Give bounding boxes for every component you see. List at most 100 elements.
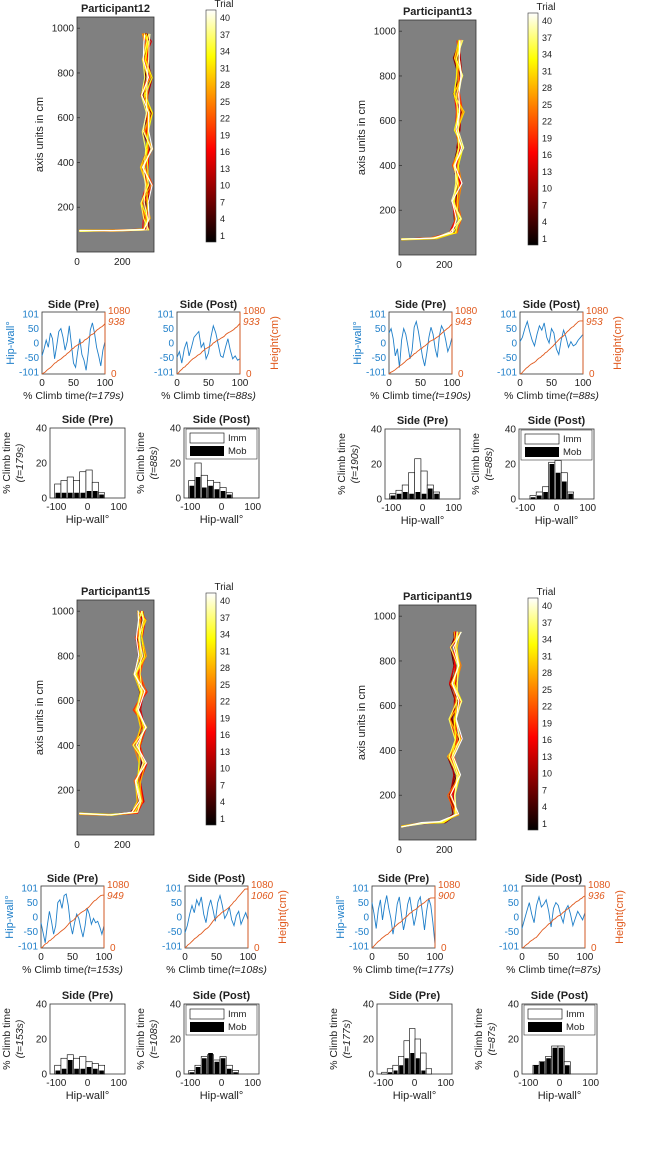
colorbar-tick-label: 10: [220, 764, 230, 774]
mob-bar: [399, 1065, 404, 1074]
y-tick-label: 40: [505, 425, 517, 436]
legend-mob-swatch: [525, 447, 559, 457]
hip-tick-label: -50: [505, 927, 520, 938]
hip-wall-line: [184, 893, 249, 933]
height-axis-label: Height(cm): [269, 316, 281, 370]
mob-bar: [558, 1047, 564, 1074]
colorbar-tick-label: 31: [220, 63, 230, 73]
colorbar-tick-label: 37: [220, 613, 230, 623]
mob-bar: [67, 1060, 73, 1074]
x-tick-label: 0: [74, 257, 80, 268]
mob-bar: [208, 1053, 213, 1074]
hist-x-axis-label: Hip-wall°: [401, 515, 445, 527]
mob-bar: [226, 494, 232, 498]
height-line: [41, 323, 106, 375]
hist-duration-label: (t=87s): [486, 1023, 498, 1056]
hip-wall-line: [176, 324, 241, 364]
mob-bar: [61, 492, 67, 498]
mob-bar: [92, 1068, 98, 1074]
hist-duration-label: (t=179s): [14, 444, 26, 483]
height-tick-zero: 0: [110, 943, 116, 954]
hip-tick-label: -50: [24, 927, 39, 938]
mob-bar: [539, 1061, 545, 1074]
y-tick-label: 20: [36, 459, 48, 470]
height-tick-zero: 0: [254, 943, 260, 954]
y-tick-label: 400: [57, 741, 74, 752]
final-height-label: 938: [108, 317, 125, 328]
hip-tick-label: 101: [500, 310, 517, 321]
x-tick-label: -100: [515, 503, 535, 514]
colorbar-tick-label: 7: [542, 200, 547, 210]
legend-imm-swatch: [524, 433, 560, 445]
mob-bar: [390, 495, 396, 499]
colorbar-tick-label: 13: [220, 164, 230, 174]
height-tick-max: 1080: [438, 880, 461, 891]
path-y-axis-label: axis units in cm: [356, 685, 368, 760]
climb-time-axis-label: % Climb time(t=88s): [161, 390, 256, 402]
x-tick-label: 0: [554, 503, 560, 514]
mob-bar: [410, 1053, 415, 1074]
climb-time-text: % Climb time: [23, 390, 85, 402]
hip-wall-line: [519, 319, 584, 357]
timeseries-title: Side (Pre): [47, 873, 99, 885]
timeseries-title: Side (Pre): [395, 299, 447, 311]
mob-bar: [86, 491, 92, 498]
x-tick-label: 100: [577, 952, 594, 963]
colorbar-title: Trial: [536, 587, 555, 598]
mob-bar: [92, 491, 98, 498]
x-tick-label: 50: [67, 952, 79, 963]
mob-bar: [208, 485, 213, 498]
height-tick-zero: 0: [589, 369, 595, 380]
hist-duration-label: (t=88s): [148, 447, 160, 480]
height-tick-zero: 0: [458, 369, 464, 380]
colorbar-tick-label: 40: [220, 13, 230, 23]
y-tick-label: 20: [170, 459, 182, 470]
height-tick-zero: 0: [591, 943, 597, 954]
legend-imm-swatch: [527, 1008, 563, 1020]
x-tick-label: 200: [114, 840, 131, 851]
y-tick-label: 1000: [374, 27, 397, 38]
duration-text: (t=190s): [432, 390, 471, 402]
hip-tick-label: 101: [165, 884, 182, 895]
mob-bar: [561, 481, 567, 499]
colorbar-tick-label: 22: [542, 117, 552, 127]
height-tick-zero: 0: [246, 369, 252, 380]
mob-bar: [220, 491, 226, 498]
height-axis-label: Height(cm): [612, 316, 624, 370]
mob-bar: [388, 1072, 392, 1074]
wall-background: [398, 604, 477, 841]
colorbar-tick-label: 22: [220, 114, 230, 124]
legend-imm-label: Imm: [228, 1009, 247, 1020]
hip-tick-label: 0: [363, 913, 369, 924]
legend-mob-label: Mob: [228, 1022, 246, 1033]
climb-time-text: % Climb time: [22, 964, 84, 976]
x-tick-label: 100: [444, 378, 461, 389]
x-tick-label: 50: [211, 952, 223, 963]
y-tick-label: 600: [379, 116, 396, 127]
hip-wall-axis-label: Hip-wall°: [4, 895, 16, 939]
mob-bar: [415, 492, 421, 499]
x-tick-label: 0: [219, 1078, 225, 1089]
colorbar-tick-label: 7: [220, 197, 225, 207]
y-tick-label: 0: [41, 1070, 47, 1081]
y-tick-label: 0: [368, 1070, 374, 1081]
colorbar-tick-label: 10: [220, 181, 230, 191]
mob-bar: [201, 487, 207, 498]
trial-trajectory: [401, 631, 463, 828]
colorbar-tick-label: 4: [542, 217, 547, 227]
x-tick-label: -100: [373, 1078, 393, 1089]
hip-tick-label: -50: [503, 353, 518, 364]
final-height-label: 900: [438, 891, 455, 902]
x-tick-label: 0: [174, 378, 180, 389]
climb-time-text: % Climb time: [370, 390, 432, 402]
x-tick-label: -100: [518, 1078, 538, 1089]
climb-time-axis-label: % Climb time(t=87s): [506, 964, 601, 976]
duration-text: (t=108s): [228, 964, 267, 976]
mob-bar: [74, 492, 79, 498]
mob-bar: [402, 492, 408, 499]
mob-bar: [564, 1065, 570, 1074]
